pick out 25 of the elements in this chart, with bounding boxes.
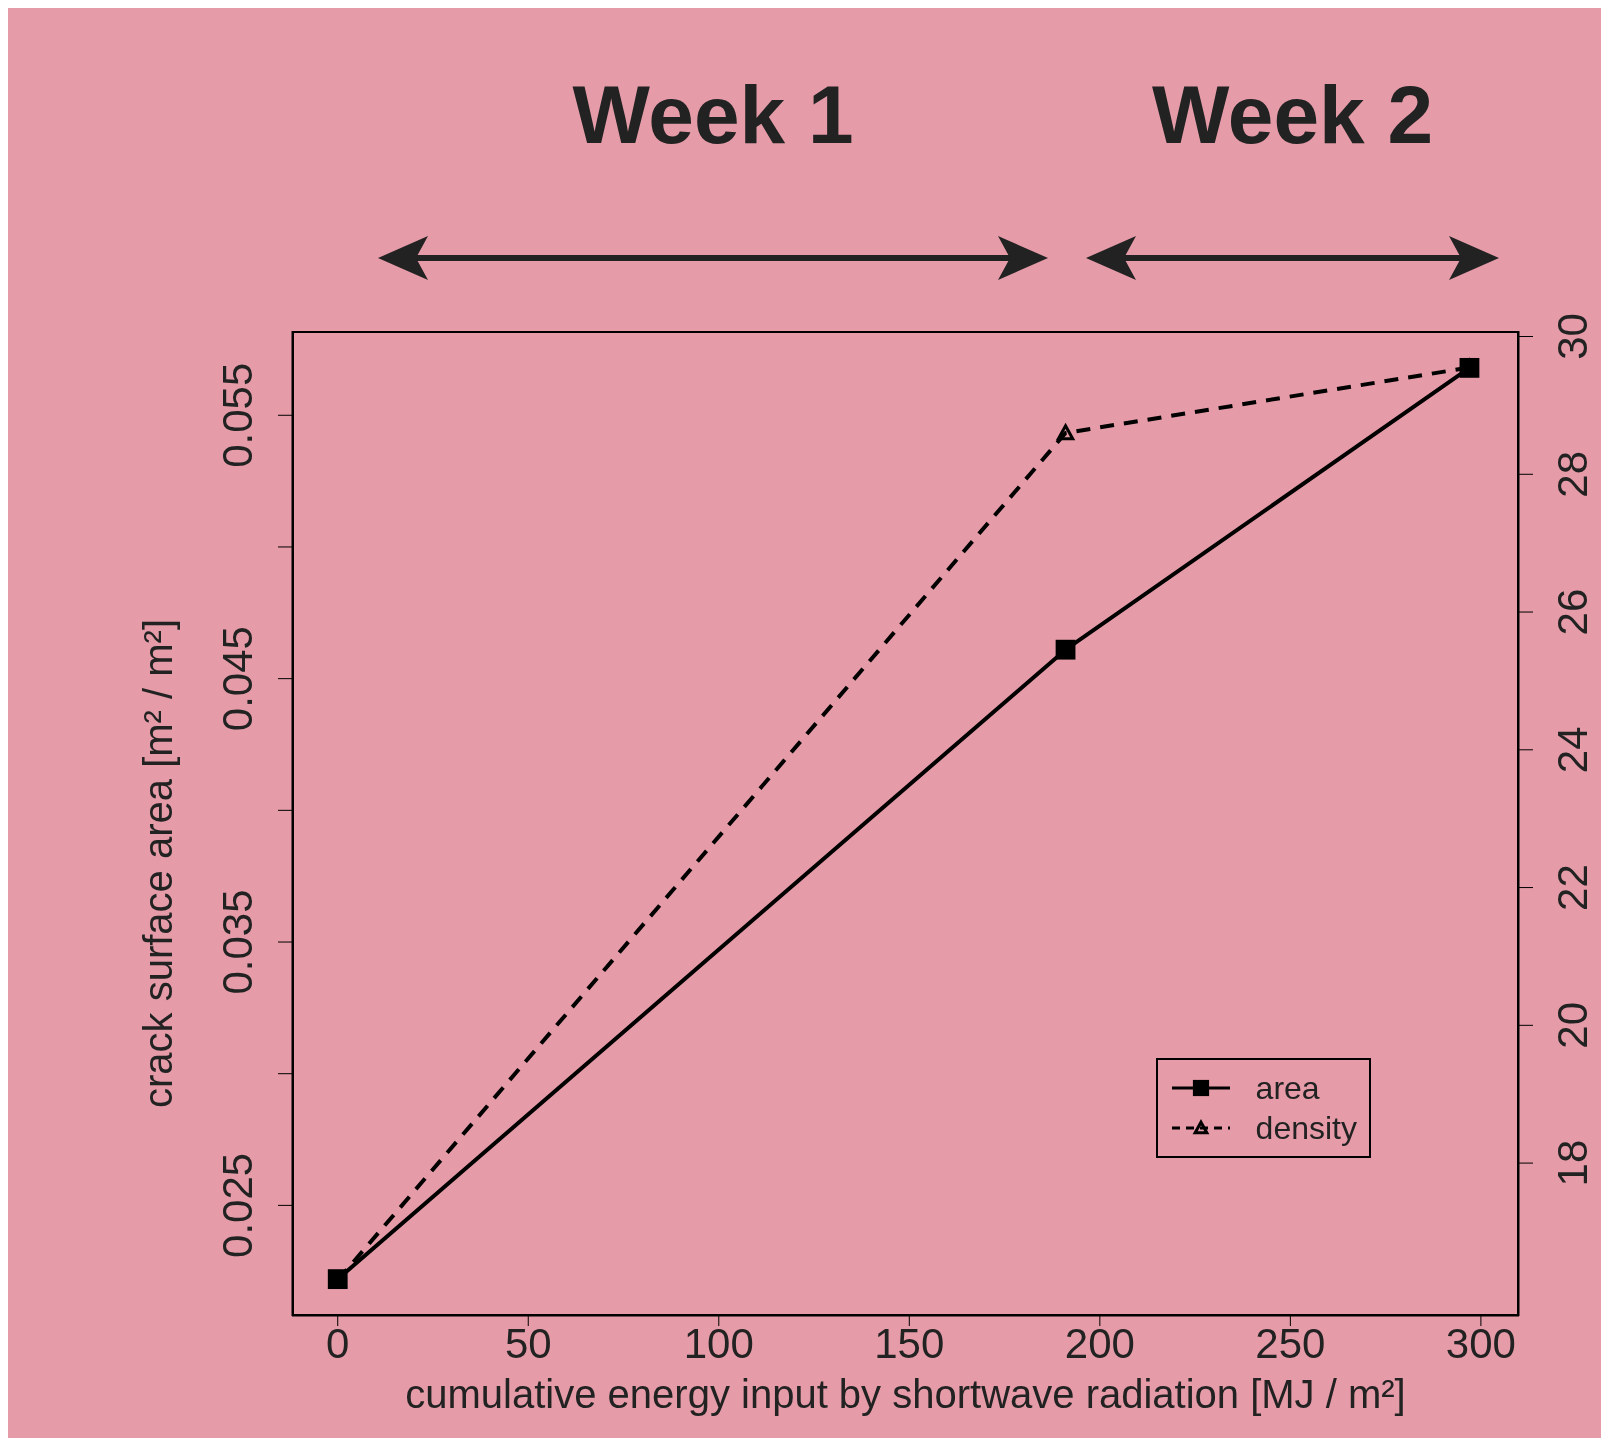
y2-tick-label: 26	[1549, 588, 1597, 636]
x-tick-label: 200	[1064, 1319, 1135, 1367]
text: Week 1	[571, 68, 855, 162]
y-tick-label: 0.025	[214, 1152, 262, 1258]
x-tick-label: 150	[874, 1319, 945, 1367]
y2-tick-label: 20	[1549, 1001, 1597, 1049]
y-axis-title: crack surface area [m² / m²]	[136, 619, 180, 1108]
y-tick-label: 0.045	[214, 626, 262, 732]
y2-tick-label: 24	[1549, 726, 1597, 774]
y2-tick-label: 28	[1549, 450, 1597, 498]
y2-tick-label: 30	[1549, 313, 1597, 360]
x-tick-label: 300	[1445, 1319, 1516, 1367]
legend-label: density	[1255, 1109, 1357, 1147]
y-tick-label: 0.035	[214, 889, 262, 995]
x-tick-label: 100	[683, 1319, 754, 1367]
x-tick-label: 50	[504, 1319, 552, 1367]
text: Week 2	[1150, 68, 1435, 162]
x-tick-label: 0	[326, 1319, 350, 1367]
x-axis-title: cumulative energy input by shortwave radiation [MJ / m²]	[405, 1372, 1406, 1416]
point	[1055, 639, 1076, 660]
y-tick-label: 0.055	[214, 362, 262, 468]
y2-tick-label: 22	[1549, 864, 1597, 911]
x-tick-label: 250	[1255, 1319, 1326, 1367]
legend-label: area	[1255, 1069, 1320, 1107]
y2-tick-label: 18	[1549, 1139, 1597, 1187]
